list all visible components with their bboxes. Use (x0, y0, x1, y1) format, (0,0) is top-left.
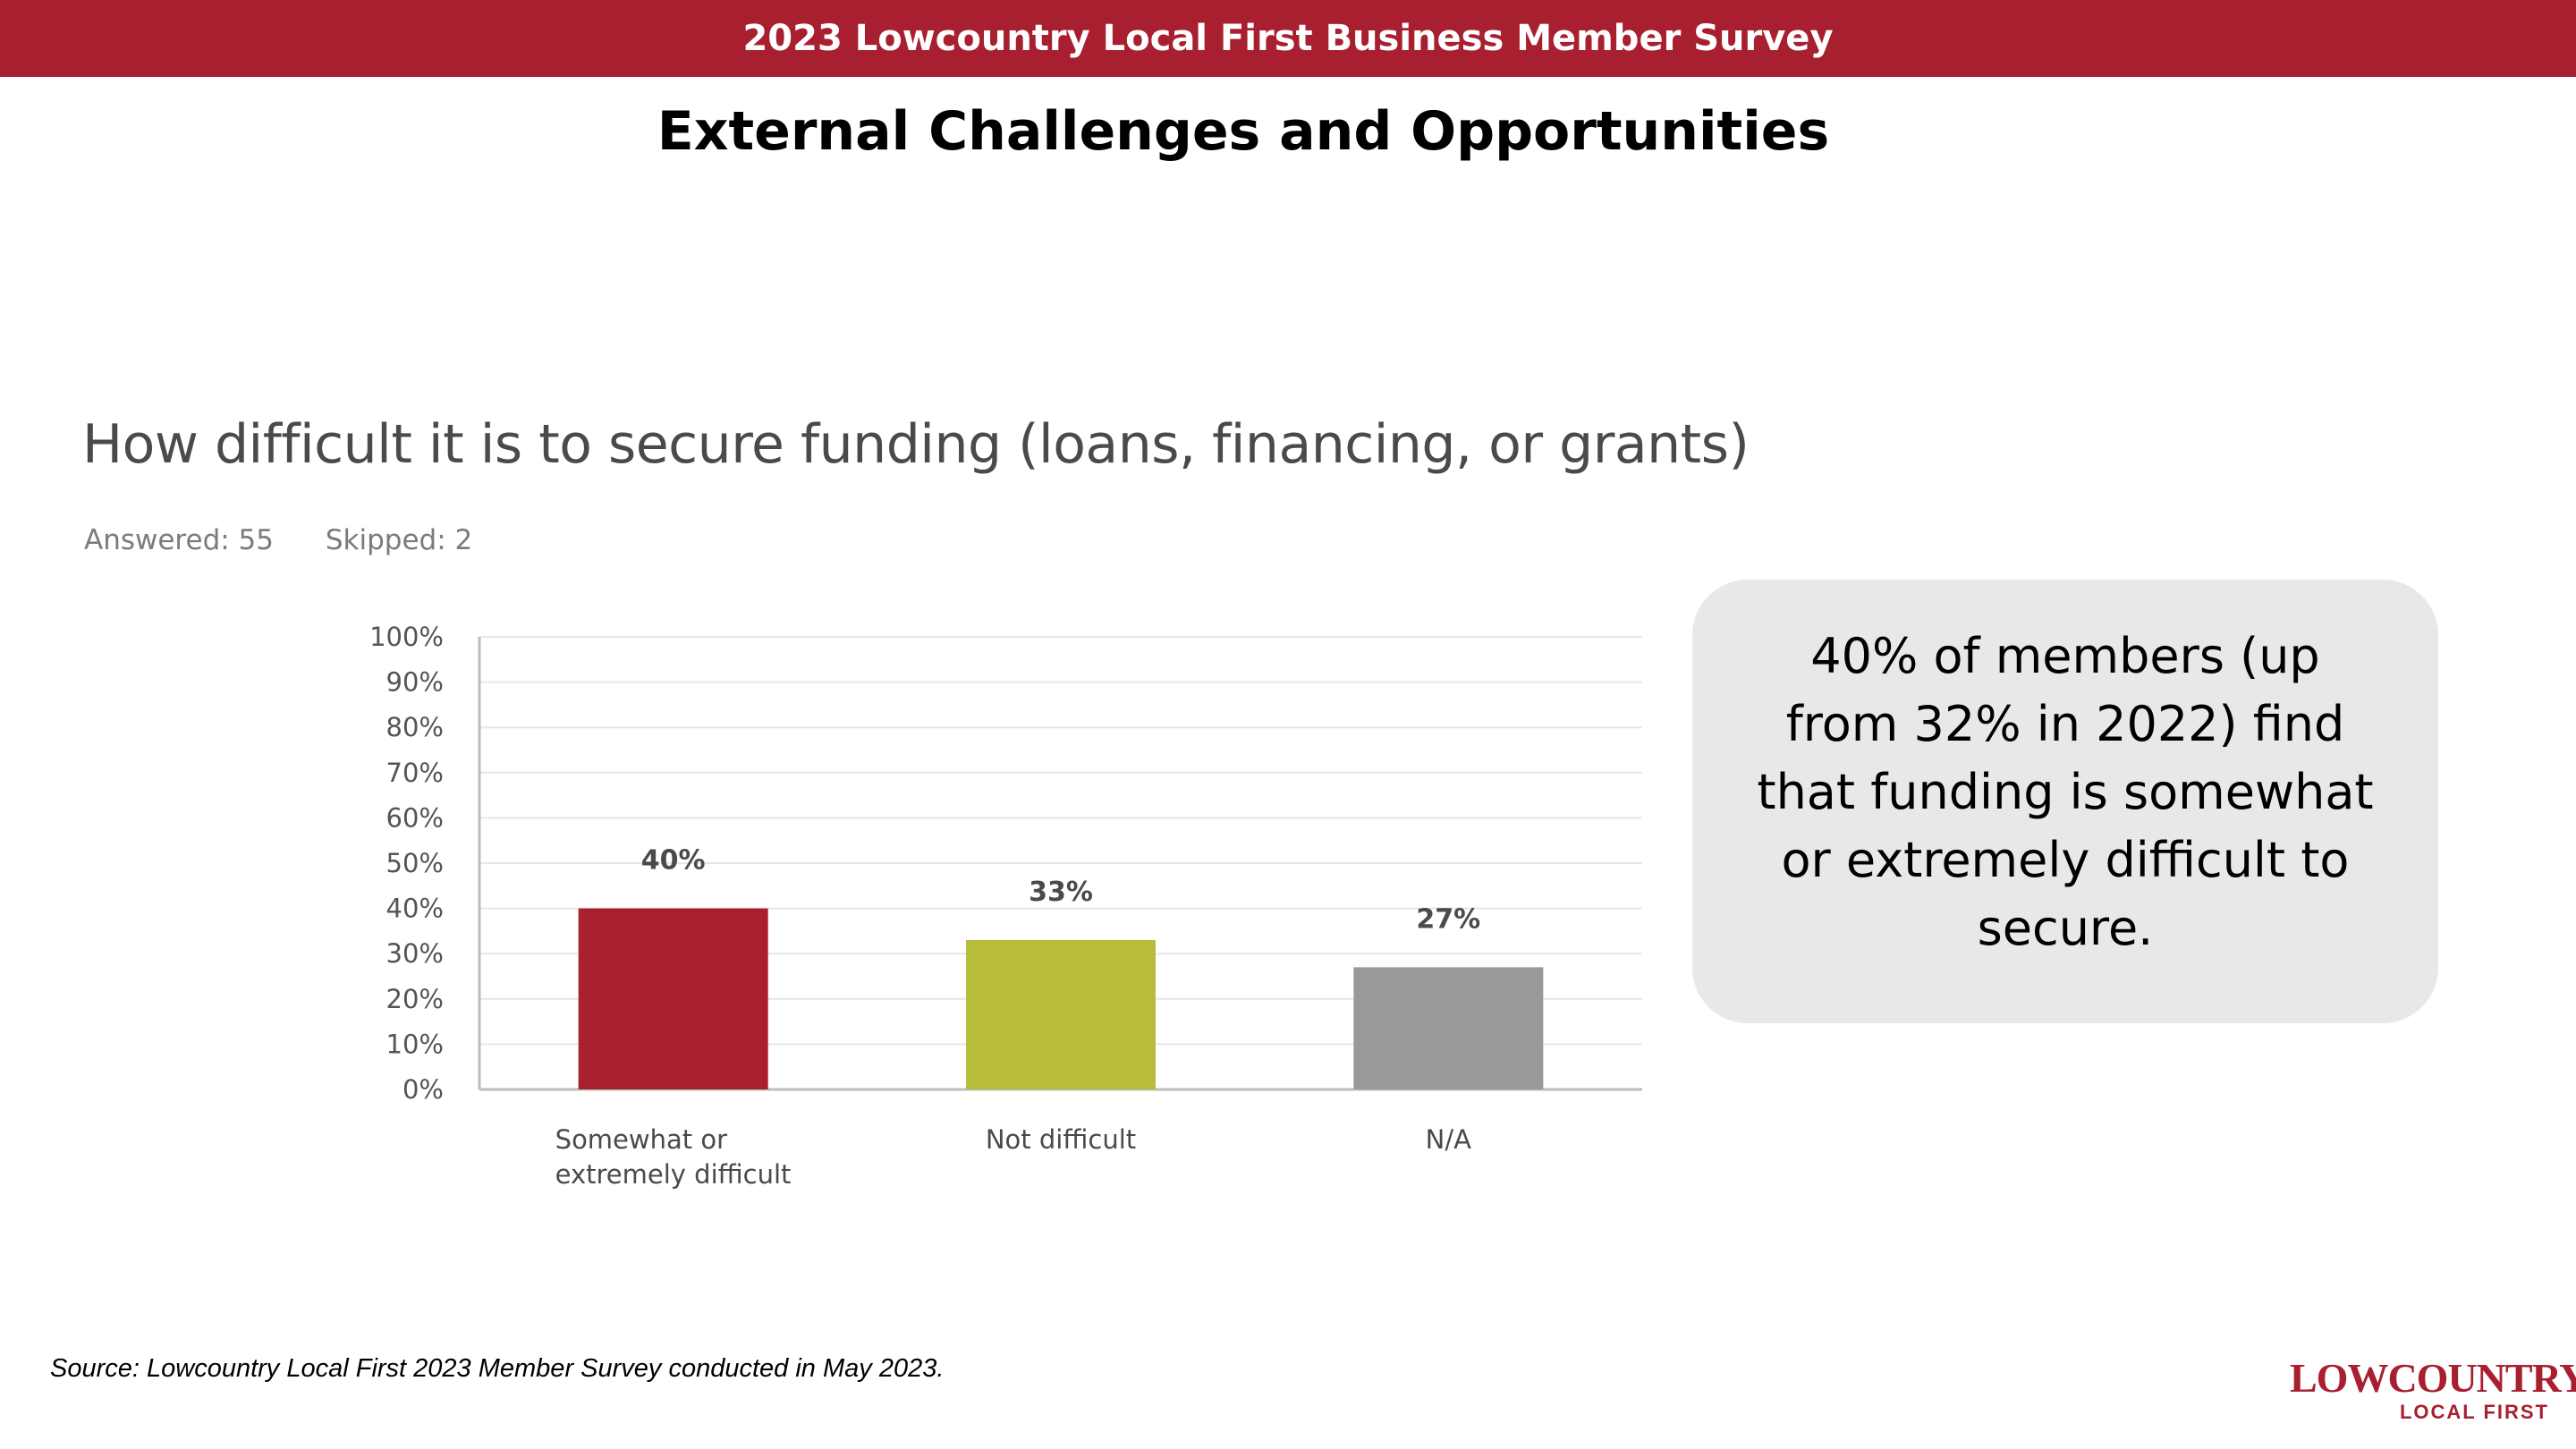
x-category-label: Not difficult (986, 1124, 1136, 1155)
callout-box: 40% of members (up from 32% in 2022) fin… (1692, 580, 2438, 1023)
y-tick-label: 50% (386, 848, 444, 878)
x-category-label: Somewhat or (555, 1124, 727, 1155)
y-tick-label: 80% (386, 712, 444, 742)
data-label: 33% (1029, 877, 1093, 908)
bar (1353, 967, 1544, 1089)
lowcountry-logo: LOWCOUNTRY LOCAL FIRST (2290, 1355, 2576, 1431)
bar (966, 940, 1156, 1089)
bar-chart: 0% 10% 20% 30% 40% 50% 60% 70% 80% 90% 100% 40% Some… (369, 622, 1642, 1190)
response-stats: Answered: 55 Skipped: 2 (84, 524, 515, 556)
callout-text: 40% of members (up from 32% in 2022) fin… (1757, 628, 2374, 956)
banner-title: 2023 Lowcountry Local First Business Mem… (742, 18, 1834, 59)
data-label: 40% (641, 845, 706, 877)
slide-title: External Challenges and Opportunities (657, 100, 1830, 163)
y-tick-label: 40% (386, 894, 444, 924)
y-tick-label: 100% (369, 622, 444, 652)
data-label: 27% (1416, 903, 1480, 935)
y-tick-label: 90% (386, 667, 444, 698)
y-tick-label: 20% (386, 984, 444, 1014)
bar (578, 908, 768, 1089)
y-tick-label: 60% (386, 802, 444, 833)
x-category-label: extremely difficult (555, 1159, 792, 1190)
skipped-count: Skipped: 2 (325, 524, 473, 556)
logo-sub-text: LOCAL FIRST (2399, 1401, 2549, 1423)
y-tick-label: 30% (386, 938, 444, 969)
question-title: How difficult it is to secure funding (l… (82, 413, 1750, 476)
header-banner: 2023 Lowcountry Local First Business Mem… (0, 0, 2576, 77)
y-tick-label: 10% (386, 1029, 444, 1059)
x-category-label: N/A (1426, 1124, 1471, 1155)
source-note: Source: Lowcountry Local First 2023 Memb… (50, 1354, 945, 1383)
y-tick-label: 0% (402, 1074, 444, 1105)
y-tick-label: 70% (386, 758, 444, 788)
answered-count: Answered: 55 (84, 524, 274, 556)
logo-main-text: LOWCOUNTRY (2290, 1355, 2576, 1401)
